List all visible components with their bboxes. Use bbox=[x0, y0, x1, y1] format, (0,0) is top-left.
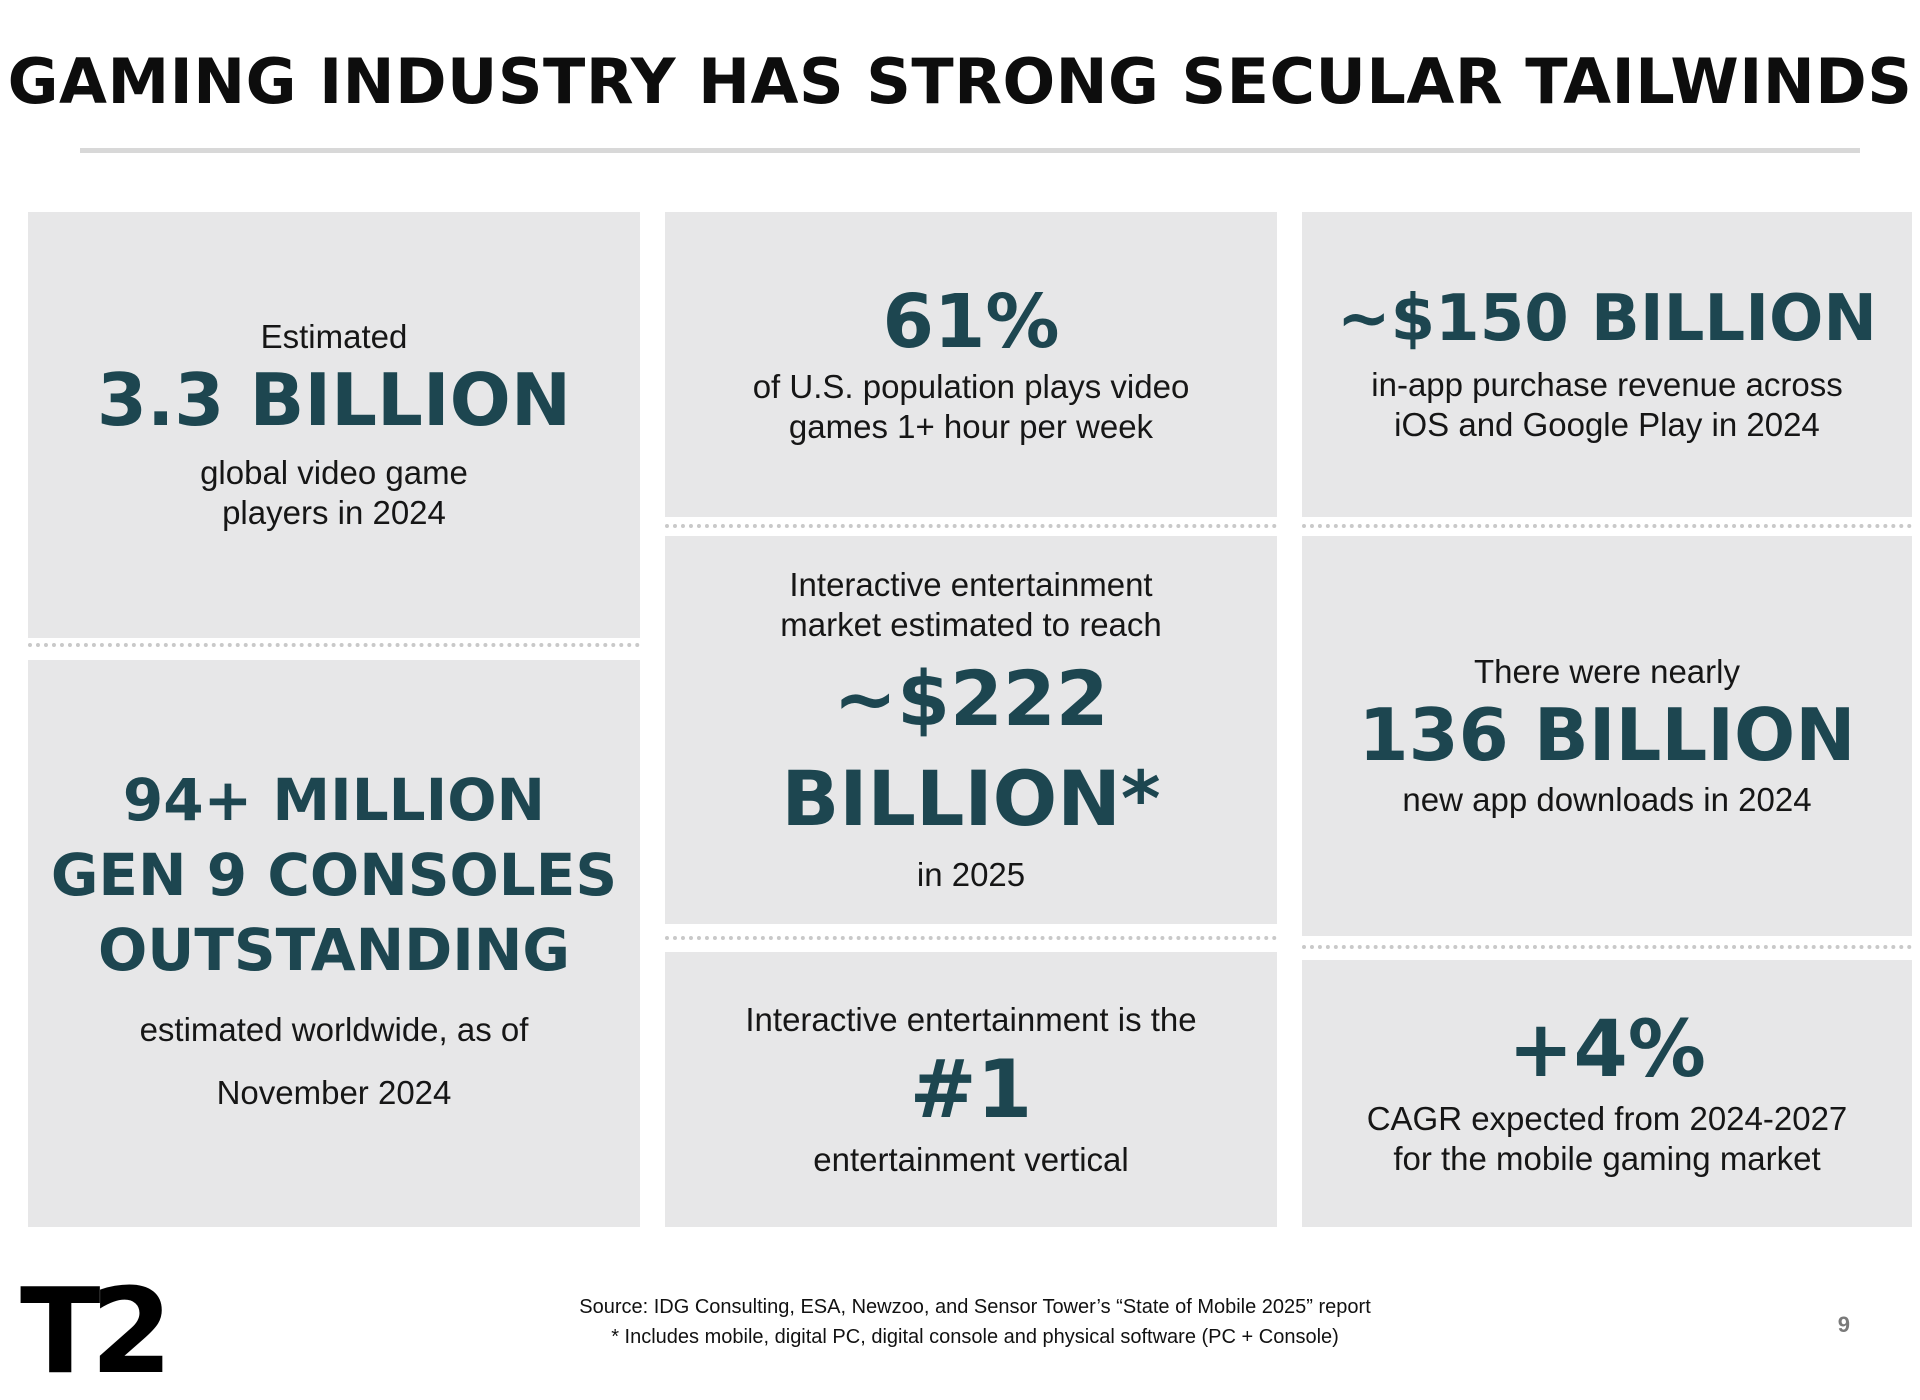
tile-gen9-consoles: 94+ MILLION GEN 9 CONSOLES OUTSTANDING e… bbox=[28, 660, 640, 1227]
tile-in-app-revenue: ~$150 BILLION in-app purchase revenue ac… bbox=[1302, 212, 1912, 517]
footer-note: * Includes mobile, digital PC, digital c… bbox=[611, 1326, 1339, 1348]
iap-desc: in-app purchase revenue across iOS and G… bbox=[1371, 365, 1843, 443]
market-year: in 2025 bbox=[916, 856, 1026, 893]
players-intro: Estimated bbox=[260, 318, 408, 356]
divider bbox=[665, 524, 1277, 528]
divider bbox=[28, 643, 640, 647]
players-stat: 3.3 BILLION bbox=[96, 358, 572, 443]
tile-market-size: Interactive entertainment market estimat… bbox=[665, 536, 1277, 924]
tile-global-players: Estimated 3.3 BILLION global video game … bbox=[28, 212, 640, 638]
t2-logo: T2 bbox=[20, 1262, 173, 1400]
consoles-desc: estimated worldwide, as of November 2024 bbox=[139, 1011, 529, 1111]
title-divider bbox=[80, 148, 1860, 153]
vertical-stat: #1 bbox=[909, 1042, 1033, 1136]
page-number: 9 bbox=[1837, 1312, 1850, 1337]
footer-source: Source: IDG Consulting, ESA, Newzoo, and… bbox=[579, 1296, 1371, 1318]
tile-app-downloads: There were nearly 136 BILLION new app do… bbox=[1302, 536, 1912, 936]
downloads-stat: 136 BILLION bbox=[1358, 693, 1856, 778]
vertical-desc: entertainment vertical bbox=[813, 1140, 1129, 1178]
players-desc: global video game players in 2024 bbox=[200, 453, 468, 531]
market-intro: Interactive entertainment market estimat… bbox=[780, 566, 1162, 643]
divider bbox=[665, 936, 1277, 940]
downloads-intro: There were nearly bbox=[1474, 653, 1740, 691]
market-stat: ~$222 BILLION* bbox=[781, 654, 1161, 843]
tile-entertainment-vertical: Interactive entertainment is the #1 ente… bbox=[665, 952, 1277, 1227]
divider bbox=[1302, 945, 1912, 949]
iap-stat: ~$150 BILLION bbox=[1337, 282, 1877, 357]
tile-us-population: 61% of U.S. population plays video games… bbox=[665, 212, 1277, 517]
consoles-stat: 94+ MILLION GEN 9 CONSOLES OUTSTANDING bbox=[50, 766, 618, 984]
page-title: GAMING INDUSTRY HAS STRONG SECULAR TAILW… bbox=[7, 45, 1913, 118]
cagr-stat: +4% bbox=[1508, 1004, 1706, 1095]
tile-mobile-cagr: +4% CAGR expected from 2024-2027 for the… bbox=[1302, 960, 1912, 1227]
downloads-desc: new app downloads in 2024 bbox=[1402, 780, 1812, 818]
cagr-desc: CAGR expected from 2024-2027 for the mob… bbox=[1366, 1100, 1848, 1178]
us-population-stat: 61% bbox=[882, 278, 1060, 365]
vertical-intro: Interactive entertainment is the bbox=[745, 1000, 1197, 1038]
us-population-desc: of U.S. population plays video games 1+ … bbox=[752, 368, 1190, 446]
divider bbox=[1302, 524, 1912, 528]
